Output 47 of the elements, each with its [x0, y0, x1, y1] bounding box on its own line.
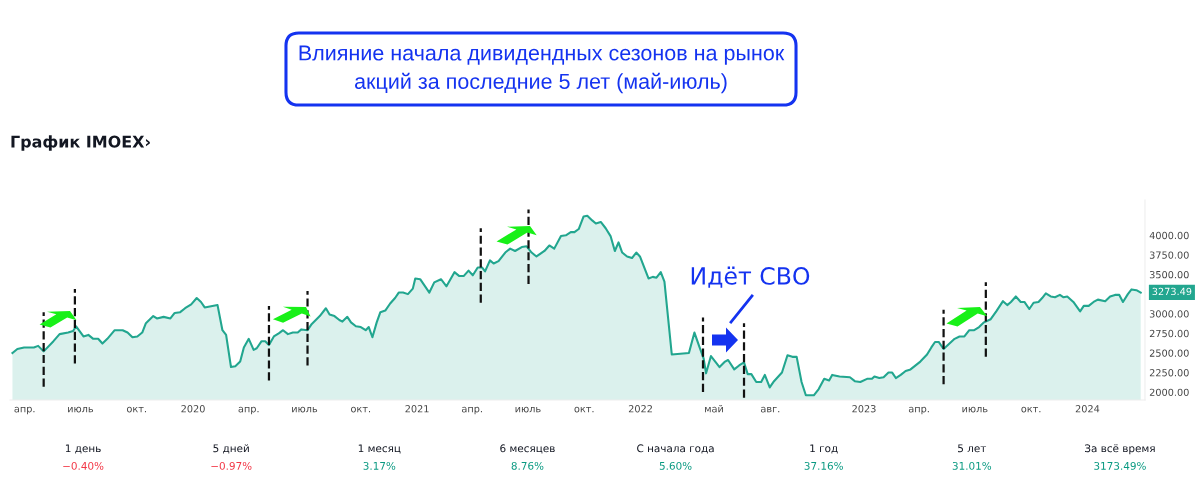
- x-tick-label: окт.: [351, 406, 371, 413]
- category-label: 1 год: [810, 444, 838, 454]
- data-label: 3173.49%: [1094, 461, 1146, 470]
- y-tick-label: 2500.00: [1149, 349, 1189, 357]
- x-tick-label: 2021: [405, 405, 429, 413]
- x-tick-label: июль: [68, 406, 94, 413]
- category-label: 5 дней: [213, 444, 249, 454]
- data-label: −0.97%: [211, 461, 252, 470]
- x-tick-label: 2020: [181, 405, 205, 413]
- data-label: 3.17%: [363, 461, 396, 470]
- x-tick-label: апр.: [462, 406, 482, 415]
- data-label: 5.60%: [659, 461, 692, 470]
- x-tick-label: авг.: [760, 406, 780, 413]
- data-label: 31.01%: [952, 461, 992, 470]
- x-tick-label: апр.: [238, 406, 259, 415]
- category-label: С начала года: [637, 444, 714, 454]
- annotation: 3273.49: [1152, 287, 1192, 296]
- x-tick-label: 2024: [1075, 405, 1100, 413]
- x-tick-label: окт.: [574, 406, 594, 413]
- y-tick-label: 4000.00: [1149, 231, 1189, 240]
- data-label: 37.16%: [804, 461, 843, 470]
- y-tick-label: 3750.00: [1149, 251, 1189, 259]
- x-tick-label: окт.: [126, 406, 146, 413]
- annotation: Идёт СВО: [691, 266, 810, 288]
- x-tick-label: май: [705, 404, 723, 413]
- chart-subtitle: График IMOEX›: [11, 135, 150, 151]
- x-tick-label: 2023: [852, 405, 876, 413]
- x-tick-label: 2022: [628, 405, 652, 413]
- y-tick-label: 2250.00: [1149, 369, 1189, 377]
- category-label: 6 месяцев: [500, 444, 555, 454]
- data-label: −0.40%: [63, 461, 104, 470]
- x-tick-label: июль: [962, 406, 988, 413]
- y-tick-label: 2750.00: [1149, 329, 1189, 338]
- x-tick-label: июль: [515, 406, 541, 413]
- category-label: 1 день: [65, 444, 101, 454]
- x-tick-label: июль: [292, 406, 318, 413]
- chart-title: Влияние начала дивидендных сезонов на рынок акций за последние 5 лет (май-июль): [299, 45, 785, 94]
- x-tick-label: апр.: [14, 406, 35, 415]
- y-tick-label: 3000.00: [1149, 310, 1189, 318]
- y-tick-label: 3500.00: [1149, 270, 1189, 279]
- data-label: 8.76%: [511, 461, 544, 470]
- category-label: 5 лет: [958, 444, 987, 453]
- category-label: За всё время: [1085, 444, 1155, 455]
- x-tick-label: окт.: [1021, 406, 1041, 413]
- x-tick-label: апр.: [908, 406, 929, 415]
- category-label: 1 месяц: [358, 444, 401, 454]
- y-tick-label: 2000.00: [1149, 388, 1189, 396]
